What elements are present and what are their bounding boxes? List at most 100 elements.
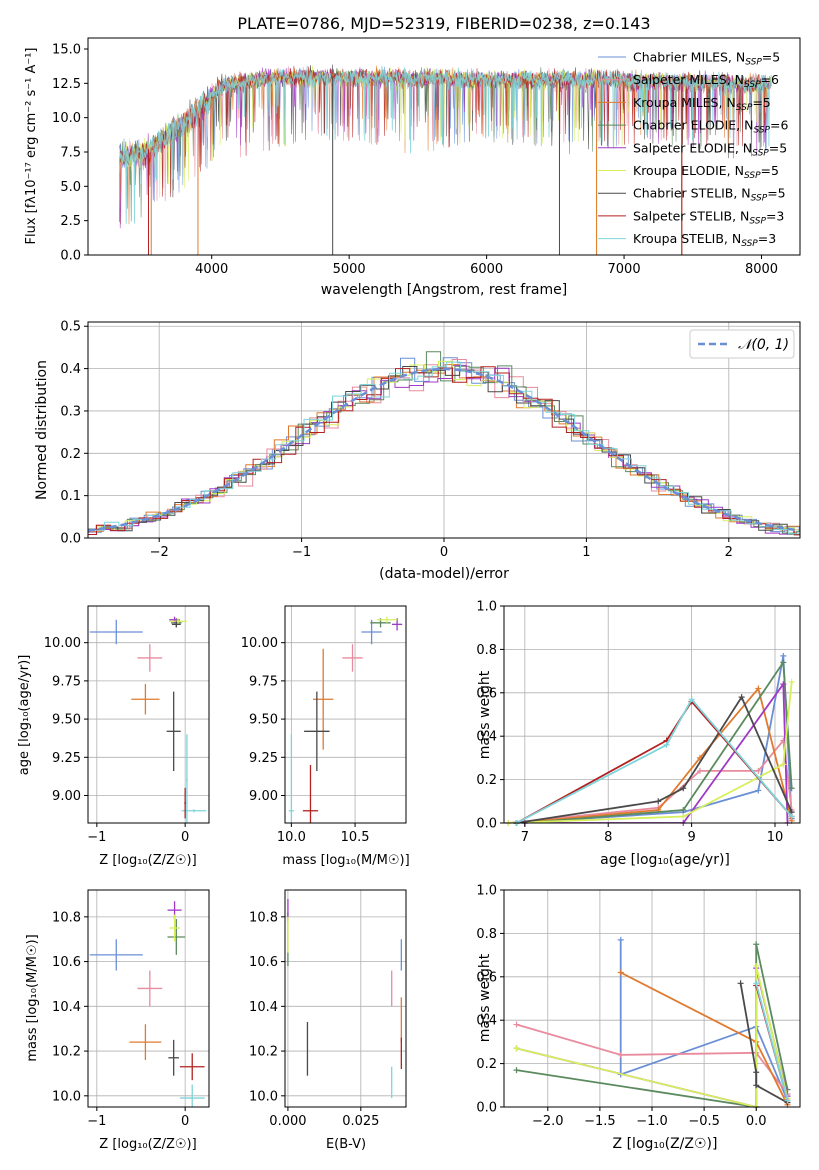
weight_vs_Z-series-1 (619, 939, 789, 1101)
spectrum-legend-label-9: Kroupa STELIB, NSSP=3 (633, 231, 776, 249)
residuals-hist-5 (88, 364, 800, 535)
age_vs_Z-ytick-label-1: 9.25 (52, 751, 81, 766)
mass-ebv-xlabel: E(B-V) (326, 1137, 366, 1152)
weight_vs_age-series-1-marker-3 (755, 787, 762, 794)
age_vs_Z-ytick-label-3: 9.75 (52, 674, 81, 689)
weight_vs_age-series-4-marker-4 (788, 785, 795, 792)
weight_vs_Z-ytick-label-4: 0.8 (476, 927, 497, 942)
age_vs_Z-ytick-label-0: 9.00 (52, 789, 81, 804)
weight_vs_age-xtick-label-3: 10 (767, 830, 784, 845)
weight_vs_Z-series-6-marker-1 (513, 1045, 520, 1052)
weight_vs_Z-series-7-marker-1 (737, 980, 744, 987)
residuals-hist-9 (88, 361, 800, 535)
weight_vs_age-series-6-marker-2 (680, 813, 687, 820)
weight_vs_age-series-9-marker-2 (663, 741, 670, 748)
spectrum-xtick-label-0: 4000 (195, 262, 228, 277)
age_vs_mass-ytick-label-3: 9.75 (249, 674, 278, 689)
weight_vs_age-ytick-label-1: 0.2 (476, 773, 497, 788)
weight_vs_age-xtick-label-2: 9 (687, 830, 695, 845)
weight_vs_Z-series-4-marker-1 (513, 1067, 520, 1074)
mass_vs_Z-frame (87, 889, 210, 1108)
spectrum-ytick-label-5: 12.5 (52, 77, 81, 92)
weight_vs_Z-series-2-marker-2 (617, 1051, 624, 1058)
mass_vs_Z-ytick-label-0: 10.0 (52, 1089, 81, 1104)
residuals-xlabel: (data-model)/error (379, 566, 509, 582)
age_vs_Z-ytick-label-2: 9.50 (52, 713, 81, 728)
residuals-hist-6 (88, 360, 800, 531)
mass_vs_Z-ytick-label-4: 10.8 (52, 910, 81, 925)
spectrum-ticks: 4000 5000 6000 7000 8000 0.0 2.5 5.0 7.5 10.0 12.5… (52, 42, 778, 277)
mass_vs_ebv-ytick-label-2: 10.4 (249, 1000, 278, 1015)
weight_vs_Z-series-6-marker-3 (753, 962, 760, 969)
weight_vs_Z-series-9-marker-2 (784, 1097, 791, 1104)
residuals-ytick-label-3: 0.3 (60, 404, 81, 419)
residuals-legend-box (689, 329, 795, 359)
spectrum-ytick-label-0: 0.0 (60, 249, 81, 264)
weight_vs_Z-series-1-marker-1 (617, 936, 624, 943)
weight_vs_Z-series-6 (516, 965, 789, 1107)
weight_vs_Z-series-9-marker-1 (753, 980, 760, 987)
age_vs_Z-xtick-label-1: 0 (181, 830, 189, 845)
weight_vs_Z-series-3-marker-1 (617, 969, 624, 976)
spectrum-frame (87, 37, 801, 256)
mass_vs_Z-ytick-label-2: 10.4 (52, 1000, 81, 1015)
weight_vs_Z-xtick-label-4: 0.0 (746, 1114, 767, 1129)
residuals-xtick-label-1: −1 (292, 545, 311, 560)
weight_vs_age-series-8 (516, 700, 793, 823)
weight_vs_age-ytick-label-4: 0.8 (476, 643, 497, 658)
age_vs_mass-xtick-label-0: 10.0 (277, 830, 306, 845)
mass_vs_ebv-ytick-label-4: 10.8 (249, 910, 278, 925)
spectrum-xtick-label-2: 6000 (470, 262, 503, 277)
weight_vs_age-series-6-marker-3 (780, 761, 787, 768)
normal-legend-label: 𝒩(0, 1) (738, 337, 789, 353)
weight_vs_Z-series-7-marker-3 (753, 1082, 760, 1089)
residuals-ylabel: Normed distribution (34, 360, 50, 500)
mass_vs_Z-xtick-label-0: −1 (87, 1114, 106, 1129)
weight_vs_age-series-7-marker-4 (738, 694, 745, 701)
weight_vs_age-series-1 (516, 655, 793, 823)
spectrum-legend-label-8: Salpeter STELIB, NSSP=3 (633, 208, 784, 226)
mass-z-xlabel: Z [log₁₀(Z/Z☉)] (99, 1137, 196, 1152)
spectrum-plot-area (119, 64, 772, 255)
weight_vs_age-series-5 (524, 681, 789, 823)
age-mass-xlabel: mass [log₁₀(M/M☉)] (282, 853, 409, 868)
weight_vs_age-series-3-marker-4 (755, 685, 762, 692)
weight_vs_Z-xtick-label-2: −1.0 (636, 1114, 668, 1129)
weight_vs_age-series-6 (508, 681, 793, 823)
age_vs_mass-ytick-label-0: 9.00 (249, 789, 278, 804)
spectrum-line-9 (119, 65, 772, 224)
residuals-histograms (88, 351, 800, 536)
residuals-hist-4 (88, 351, 800, 534)
weight_vs_Z-xtick-label-1: −1.5 (584, 1114, 616, 1129)
residuals-hist-1 (88, 357, 800, 533)
mass_vs_ebv-xtick-label-0: 0.000 (269, 1114, 306, 1129)
mass_vs_Z-ytick-label-3: 10.6 (52, 955, 81, 970)
weight_vs_Z-series-7 (739, 983, 788, 1104)
spectrum-legend-label-6: Kroupa ELODIE, NSSP=5 (633, 163, 779, 181)
mass_vs_Z-panel: −1 0 10.0 10.2 10.4 10.6 10.8 (52, 889, 210, 1129)
weight_vs_age-series-7 (516, 695, 793, 823)
weight_vs_age-series-9 (516, 697, 793, 823)
residuals-xtick-label-4: 2 (725, 545, 733, 560)
weight-age-xlabel: age [log₁₀(age/yr)] (600, 852, 730, 868)
age_vs_mass-ytick-label-1: 9.25 (249, 751, 278, 766)
weight_vs_Z-panel: −2.0 −1.5 −1.0 −0.5 0.0 0.0 0.2 0.4 0.6 0.8 1.0 (476, 884, 801, 1129)
weight-z-ylabel: mass weight (477, 953, 493, 1042)
weight_vs_age-ytick-label-5: 1.0 (476, 600, 497, 615)
residuals-ytick-label-5: 0.5 (60, 320, 81, 335)
weight_vs_Z-series-7-marker-2 (753, 1069, 760, 1076)
weight_vs_Z-ytick-label-2: 0.4 (476, 1014, 497, 1029)
age_vs_mass-ytick-label-2: 9.50 (249, 713, 278, 728)
mass_vs_ebv-panel: 0.000 0.025 10.0 10.2 10.4 10.6 10.8 (249, 889, 407, 1129)
mass_vs_ebv-frame (284, 889, 407, 1108)
weight_vs_age-series-7-marker-3 (680, 785, 687, 792)
mass_vs_ebv-xtick-label-1: 0.025 (342, 1114, 379, 1129)
weight_vs_Z-ytick-label-0: 0.0 (476, 1101, 497, 1116)
spectrum-legend: Chabrier MILES, NSSP=5 Salpeter MILES, NS… (598, 50, 788, 249)
weight_vs_age-ytick-label-3: 0.6 (476, 686, 497, 701)
spectrum-ylabel: Flux [fλ10⁻¹⁷ erg cm⁻² s⁻¹ A⁻¹] (24, 48, 39, 245)
spectrum-ytick-label-4: 10.0 (52, 111, 81, 126)
spectrum-xtick-label-3: 7000 (608, 262, 641, 277)
mass_vs_ebv-ytick-label-1: 10.2 (249, 1045, 278, 1060)
